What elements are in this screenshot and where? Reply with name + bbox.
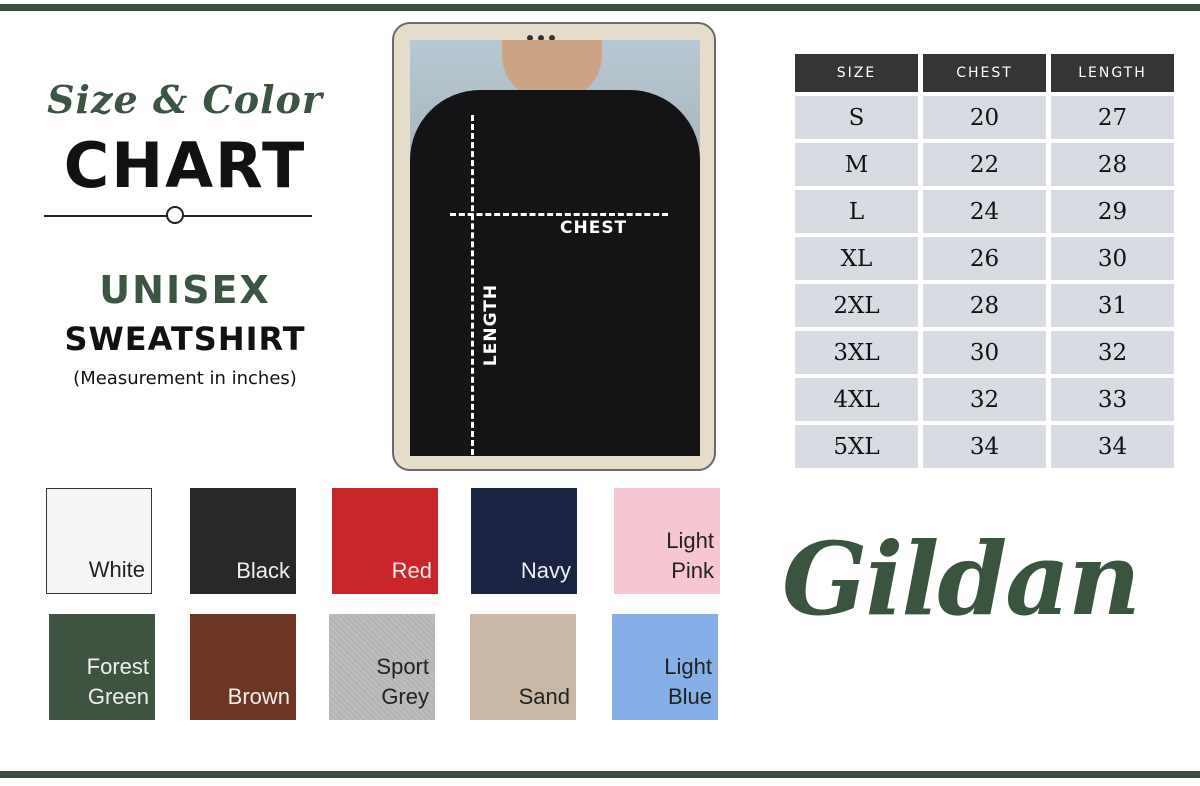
swatch-light-pink: Light Pink <box>614 488 720 594</box>
table-row: L 24 29 <box>795 190 1174 233</box>
table-cell: 24 <box>923 190 1046 233</box>
table-row: XL 26 30 <box>795 237 1174 280</box>
swatch-brown: Brown <box>190 614 296 720</box>
size-table: SIZE CHEST LENGTH S 20 27 M 22 28 L 24 29 XL 26 30 2XL… <box>790 50 1179 472</box>
table-cell: 3XL <box>795 331 918 374</box>
swatch-forest-green: Forest Green <box>49 614 155 720</box>
table-cell: 31 <box>1051 284 1174 327</box>
table-cell: 30 <box>1051 237 1174 280</box>
swatch-sport-grey: Sport Grey <box>329 614 435 720</box>
table-cell: 28 <box>1051 143 1174 186</box>
table-cell: 20 <box>923 96 1046 139</box>
table-cell: 34 <box>923 425 1046 468</box>
knot-ornament-icon <box>166 206 184 224</box>
swatch-label: Forest Green <box>86 654 149 709</box>
swatch-label: Red <box>391 558 432 583</box>
product-type: SWEATSHIRT <box>64 320 306 358</box>
swatch-label: White <box>88 557 145 582</box>
swatch-label: Light Blue <box>664 654 712 709</box>
title-script: Size & Color <box>47 77 323 122</box>
swatch-label: Light Pink <box>666 528 714 583</box>
table-cell: 32 <box>1051 331 1174 374</box>
swatch-label: Sport Grey <box>376 654 429 709</box>
length-line <box>471 115 474 455</box>
sweatshirt <box>410 90 700 456</box>
table-row: 4XL 32 33 <box>795 378 1174 421</box>
swatch-navy: Navy <box>471 488 577 594</box>
table-cell: 22 <box>923 143 1046 186</box>
swatch-label: Sand <box>518 684 570 709</box>
measurement-note: (Measurement in inches) <box>73 368 297 389</box>
swatch-label: Brown <box>227 684 290 709</box>
table-cell: XL <box>795 237 918 280</box>
table-cell: 2XL <box>795 284 918 327</box>
table-cell: 30 <box>923 331 1046 374</box>
chest-label: CHEST <box>560 218 628 238</box>
swatch-label: Navy <box>520 558 571 583</box>
table-header: CHEST <box>923 54 1046 92</box>
swatch-label: Black <box>236 558 290 583</box>
table-cell: 34 <box>1051 425 1174 468</box>
swatch-red: Red <box>332 488 438 594</box>
swatch-white: White <box>46 488 152 594</box>
bottom-border <box>0 771 1200 778</box>
table-cell: 27 <box>1051 96 1174 139</box>
title-chart: CHART <box>63 129 307 202</box>
table-cell: 28 <box>923 284 1046 327</box>
camera-dots-icon <box>527 26 567 41</box>
table-cell: L <box>795 190 918 233</box>
table-cell: 29 <box>1051 190 1174 233</box>
table-cell: 5XL <box>795 425 918 468</box>
top-border <box>0 4 1200 11</box>
table-cell: 32 <box>923 378 1046 421</box>
table-row: S 20 27 <box>795 96 1174 139</box>
swatch-black: Black <box>190 488 296 594</box>
table-row: M 22 28 <box>795 143 1174 186</box>
product-gender: UNISEX <box>99 268 271 312</box>
swatch-sand: Sand <box>470 614 576 720</box>
table-cell: 26 <box>923 237 1046 280</box>
length-label: LENGTH <box>481 283 502 367</box>
table-row: 3XL 30 32 <box>795 331 1174 374</box>
table-header: SIZE <box>795 54 918 92</box>
table-cell: M <box>795 143 918 186</box>
model-photo <box>410 40 700 456</box>
swatch-light-blue: Light Blue <box>612 614 718 720</box>
table-row: 5XL 34 34 <box>795 425 1174 468</box>
table-row: 2XL 28 31 <box>795 284 1174 327</box>
chest-line <box>450 213 668 216</box>
table-header: LENGTH <box>1051 54 1174 92</box>
table-cell: 33 <box>1051 378 1174 421</box>
table-cell: 4XL <box>795 378 918 421</box>
table-cell: S <box>795 96 918 139</box>
brand-logo: Gildan <box>782 520 1141 638</box>
